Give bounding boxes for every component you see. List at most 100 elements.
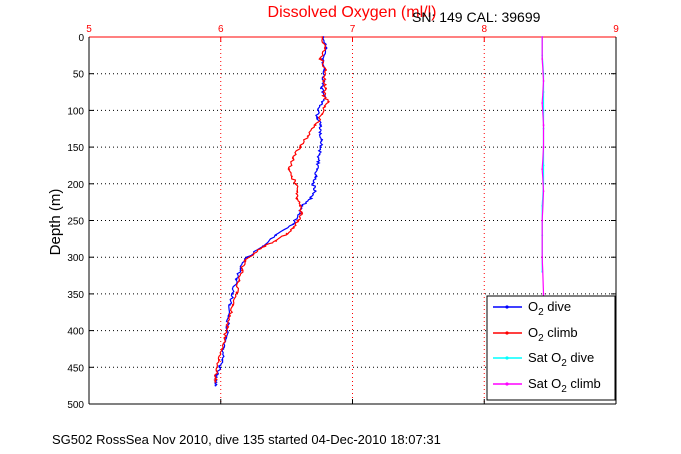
point-o2-dive — [318, 153, 321, 156]
point-o2-climb — [263, 245, 266, 248]
legend-box — [486, 295, 616, 401]
chart-title: Dissolved Oxygen (ml/l) — [268, 4, 437, 21]
point-o2-climb — [325, 87, 328, 90]
legend-label-suffix: dive — [567, 350, 594, 365]
point-o2-dive — [314, 175, 317, 178]
point-sat-o2-climb — [542, 80, 545, 82]
point-o2-dive — [317, 160, 320, 163]
y-tick-label: 450 — [67, 363, 84, 374]
point-o2-climb — [275, 240, 277, 242]
point-o2-dive — [309, 197, 312, 200]
point-sat-o2-climb — [542, 124, 545, 126]
point-o2-climb — [252, 252, 255, 255]
point-sat-o2-dive — [542, 164, 545, 167]
point-o2-dive — [319, 124, 322, 126]
point-o2-dive — [214, 384, 217, 387]
legend-label-suffix: climb — [544, 325, 578, 340]
point-o2-climb — [296, 197, 299, 200]
serial-annotation: SN: 149 CAL: 39699 — [412, 9, 541, 25]
y-tick-label: 250 — [67, 217, 84, 228]
axis-layer: 0 50 100 150 200 250 300 350 400 450 500 5 6 7 8 9 — [67, 24, 619, 411]
point-o2-climb — [314, 124, 317, 126]
point-sat-o2-climb — [542, 293, 545, 295]
y-tick-label: 100 — [67, 106, 84, 117]
point-o2-dive — [319, 87, 322, 90]
y-tick-label: 50 — [73, 70, 85, 81]
point-o2-climb — [321, 113, 324, 115]
point-sat-o2-climb — [542, 190, 545, 193]
point-o2-dive — [321, 102, 324, 104]
point-sat-o2-climb — [541, 256, 544, 259]
point-o2-climb — [321, 36, 324, 38]
point-o2-dive — [235, 278, 238, 281]
point-sat-o2-climb — [541, 219, 544, 222]
point-o2-dive — [318, 131, 321, 134]
point-sat-o2-climb — [541, 168, 544, 171]
legend-label-subscript: 2 — [538, 333, 544, 344]
y-tick-label: 500 — [67, 400, 84, 411]
point-o2-climb — [218, 359, 221, 361]
legend-label-suffix: climb — [567, 376, 601, 391]
point-sat-o2-climb — [541, 58, 544, 60]
legend-label-prefix: O — [528, 325, 538, 340]
point-o2-dive — [317, 109, 320, 112]
point-o2-dive — [312, 182, 314, 185]
legend-label-suffix: dive — [544, 299, 571, 314]
x-tick-label: 7 — [350, 24, 356, 35]
point-o2-climb — [290, 175, 293, 178]
series-layer — [213, 36, 545, 387]
legend-marker — [505, 305, 509, 309]
point-o2-dive — [221, 359, 223, 361]
point-o2-dive — [298, 212, 301, 215]
x-tick-label: 5 — [86, 24, 92, 35]
point-o2-climb — [296, 190, 299, 193]
point-o2-climb — [229, 315, 231, 317]
point-sat-o2-climb — [541, 36, 544, 38]
point-o2-dive — [321, 58, 324, 60]
point-o2-climb — [323, 105, 326, 108]
point-o2-dive — [325, 47, 328, 49]
point-o2-climb — [292, 157, 295, 160]
legend-label-prefix: O — [528, 299, 538, 314]
legend-label: O2 dive — [528, 299, 571, 318]
point-o2-climb — [240, 269, 243, 272]
point-o2-dive — [292, 223, 295, 226]
point-o2-climb — [322, 94, 325, 97]
y-tick-label: 0 — [78, 33, 84, 44]
point-o2-climb — [294, 182, 297, 185]
point-o2-climb — [288, 168, 291, 171]
point-o2-climb — [221, 348, 223, 350]
point-o2-dive — [316, 168, 318, 171]
legend-label-subscript: 2 — [561, 358, 567, 369]
point-o2-dive — [316, 116, 318, 119]
point-o2-climb — [319, 58, 322, 60]
point-o2-climb — [214, 381, 217, 383]
point-o2-dive — [218, 366, 221, 369]
point-o2-climb — [238, 279, 241, 282]
legend-label: O2 climb — [528, 325, 578, 344]
x-tick-label: 6 — [218, 24, 224, 35]
footer-caption: SG502 RossSea Nov 2010, dive 135 started… — [52, 432, 441, 447]
point-o2-dive — [231, 293, 234, 295]
point-o2-dive — [275, 234, 277, 237]
point-o2-climb — [215, 370, 218, 372]
point-o2-climb — [300, 212, 303, 215]
point-o2-dive — [301, 204, 304, 207]
point-o2-climb — [298, 204, 301, 207]
point-o2-dive — [321, 138, 324, 141]
point-o2-climb — [235, 291, 238, 294]
point-o2-climb — [292, 226, 295, 229]
legend-label-subscript: 2 — [561, 384, 567, 395]
point-o2-dive — [225, 337, 227, 339]
series-o2-dive — [213, 36, 328, 387]
point-o2-climb — [226, 326, 229, 328]
point-o2-climb — [323, 47, 326, 49]
point-o2-dive — [229, 304, 231, 306]
legend-label-subscript: 2 — [538, 307, 544, 318]
x-tick-label: 8 — [481, 24, 487, 35]
y-tick-label: 150 — [67, 143, 84, 154]
point-o2-climb — [231, 304, 234, 306]
